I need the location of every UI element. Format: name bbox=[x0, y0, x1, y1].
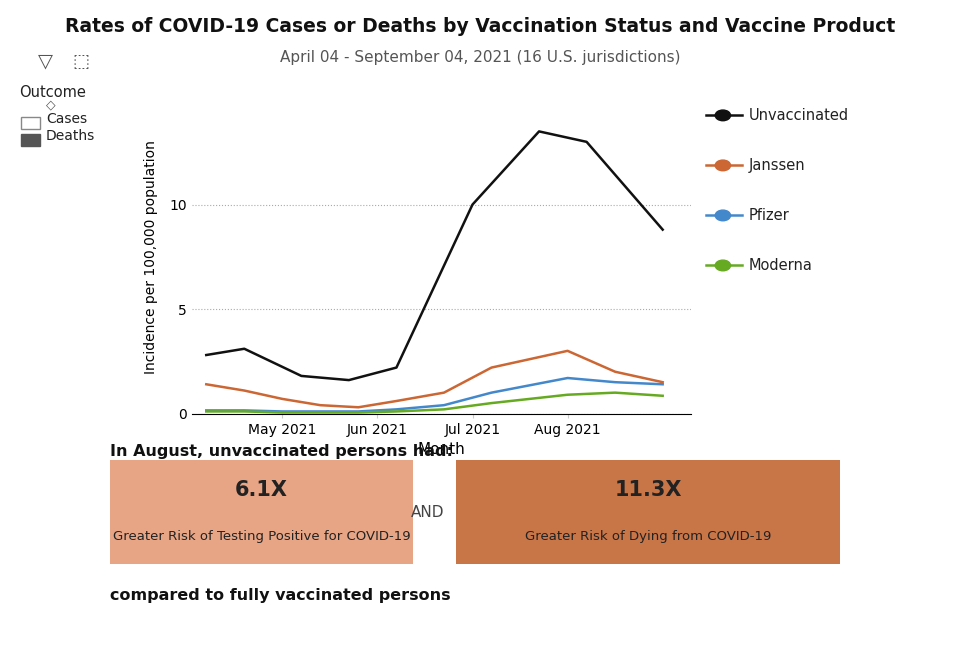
X-axis label: Month: Month bbox=[418, 442, 466, 457]
Text: 11.3X: 11.3X bbox=[614, 480, 682, 500]
Text: compared to fully vaccinated persons: compared to fully vaccinated persons bbox=[110, 588, 451, 603]
Text: Janssen: Janssen bbox=[749, 158, 805, 173]
Text: Moderna: Moderna bbox=[749, 258, 813, 273]
Text: Cases: Cases bbox=[46, 113, 87, 126]
Text: In August, unvaccinated persons had:: In August, unvaccinated persons had: bbox=[110, 444, 453, 458]
Text: Greater Risk of Dying from COVID-19: Greater Risk of Dying from COVID-19 bbox=[525, 530, 771, 544]
Text: ◇: ◇ bbox=[46, 98, 56, 111]
Text: Unvaccinated: Unvaccinated bbox=[749, 108, 849, 123]
Text: Outcome: Outcome bbox=[19, 85, 86, 99]
Text: ▽: ▽ bbox=[38, 52, 54, 71]
Text: Greater Risk of Testing Positive for COVID-19: Greater Risk of Testing Positive for COV… bbox=[112, 530, 411, 544]
Text: ⬚: ⬚ bbox=[72, 53, 89, 71]
Text: April 04 - September 04, 2021 (16 U.S. jurisdictions): April 04 - September 04, 2021 (16 U.S. j… bbox=[279, 50, 681, 65]
Text: AND: AND bbox=[411, 505, 444, 520]
Text: Rates of COVID-19 Cases or Deaths by Vaccination Status and Vaccine Product: Rates of COVID-19 Cases or Deaths by Vac… bbox=[65, 17, 895, 35]
Text: Deaths: Deaths bbox=[46, 129, 95, 143]
Text: 6.1X: 6.1X bbox=[235, 480, 288, 500]
Y-axis label: Incidence per 100,000 population: Incidence per 100,000 population bbox=[144, 140, 158, 374]
Text: Pfizer: Pfizer bbox=[749, 208, 789, 223]
